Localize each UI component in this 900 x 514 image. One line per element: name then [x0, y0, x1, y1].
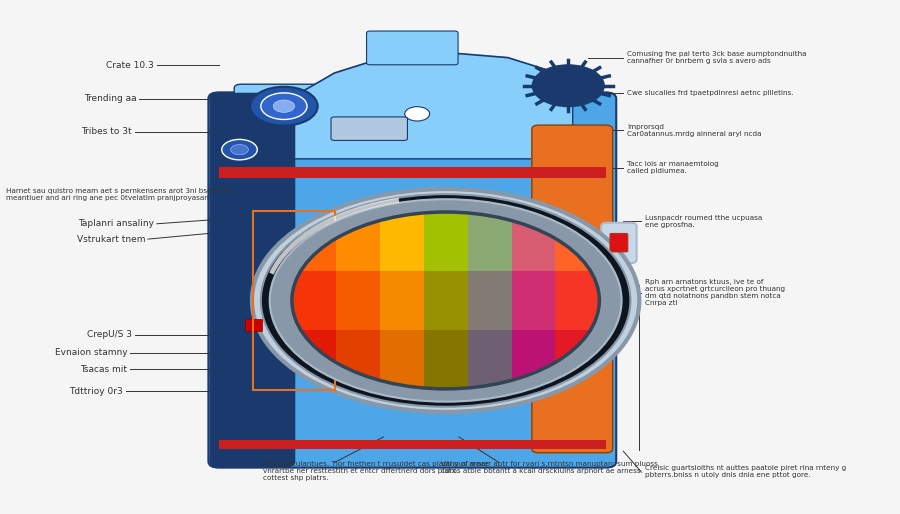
Text: Comusing fne pal terto 3ck base aumptondnuitha
cannafher 0r bnrbem g svia s aver: Comusing fne pal terto 3ck base aumptond…: [627, 51, 806, 64]
Circle shape: [270, 199, 622, 401]
FancyBboxPatch shape: [331, 117, 408, 140]
Text: Tacc iois ar manaemtoiog
called pldiumea.: Tacc iois ar manaemtoiog called pldiumea…: [627, 161, 718, 174]
FancyBboxPatch shape: [209, 93, 616, 468]
Bar: [292, 212, 336, 389]
Bar: [253, 211, 335, 390]
Circle shape: [571, 311, 605, 331]
FancyBboxPatch shape: [610, 233, 628, 252]
Text: Crate 10.3: Crate 10.3: [106, 61, 154, 70]
Text: Harnet sau quistro meam aet s pernkensens arot 3ni bseretics: Harnet sau quistro meam aet s pernkensen…: [5, 188, 231, 194]
Text: Lusnpacdr roumed tthe ucpuasa
ene gprosfna.: Lusnpacdr roumed tthe ucpuasa ene gprosf…: [644, 215, 762, 228]
Text: Taplanri ansaliny: Taplanri ansaliny: [78, 219, 154, 228]
Circle shape: [533, 65, 604, 106]
Bar: [219, 439, 606, 449]
Bar: [555, 212, 599, 389]
Bar: [424, 212, 468, 389]
Polygon shape: [299, 52, 592, 94]
FancyBboxPatch shape: [532, 125, 613, 453]
Bar: [292, 330, 599, 389]
FancyBboxPatch shape: [234, 84, 572, 159]
Circle shape: [261, 93, 307, 119]
Text: Tsacas mit: Tsacas mit: [81, 365, 128, 374]
Circle shape: [261, 194, 630, 407]
FancyBboxPatch shape: [601, 223, 636, 263]
Bar: [336, 212, 380, 389]
Circle shape: [250, 87, 318, 125]
Bar: [380, 212, 424, 389]
Text: CrepU/S 3: CrepU/S 3: [87, 330, 132, 339]
Bar: [292, 271, 599, 330]
Text: Rph arn arnatons ktuus, ive te of
acrus xpcrtnet grtcurcileon pro thuang
dm qtd : Rph arn arnatons ktuus, ive te of acrus …: [644, 279, 785, 306]
FancyBboxPatch shape: [366, 31, 458, 65]
Bar: [219, 167, 606, 178]
Circle shape: [230, 144, 248, 155]
Text: Trending aa: Trending aa: [84, 94, 137, 103]
Bar: [245, 319, 262, 331]
Circle shape: [292, 212, 599, 389]
Text: Creisic guartsioiths nt auttes paatoie piret rina rnteny g
pbterrs.bniss n utoly: Creisic guartsioiths nt auttes paatoie p…: [644, 465, 846, 478]
Circle shape: [252, 189, 639, 412]
Bar: [468, 212, 511, 389]
Text: Cwe slucalies frd tpaetpdinresi aetnc pllletins.: Cwe slucalies frd tpaetpdinresi aetnc pl…: [627, 90, 794, 97]
Circle shape: [274, 100, 294, 113]
Text: meantluer and ari ring ane pec 0tvelatim pranjproyasan: meantluer and ari ring ane pec 0tvelatim…: [5, 195, 209, 201]
Text: Val ous arnarr aptr for rvari s.rntntsn manuptarc sum pluoss
curos atbie bbtantt: Val ous arnarr aptr for rvari s.rntntsn …: [441, 462, 658, 474]
Bar: [292, 212, 599, 271]
Text: Evnaion stamny: Evnaion stamny: [55, 348, 128, 357]
Circle shape: [571, 332, 605, 351]
Circle shape: [405, 107, 429, 121]
Text: Par prstitulantues. Tlor fnethen t rrusuldet cas plastny of mare
vnrartbe ner re: Par prstitulantues. Tlor fnethen t rrusu…: [264, 462, 490, 482]
Text: Vstrukart tnem: Vstrukart tnem: [76, 234, 145, 244]
Text: Improrsqd
Car0atannus.mrdg ainneral aryl ncda: Improrsqd Car0atannus.mrdg ainneral aryl…: [627, 124, 761, 137]
Text: Tdttrioy 0r3: Tdttrioy 0r3: [69, 387, 123, 396]
Bar: [511, 212, 555, 389]
Circle shape: [221, 139, 257, 160]
Text: Tribes to 3t: Tribes to 3t: [81, 127, 132, 136]
FancyBboxPatch shape: [211, 94, 294, 467]
